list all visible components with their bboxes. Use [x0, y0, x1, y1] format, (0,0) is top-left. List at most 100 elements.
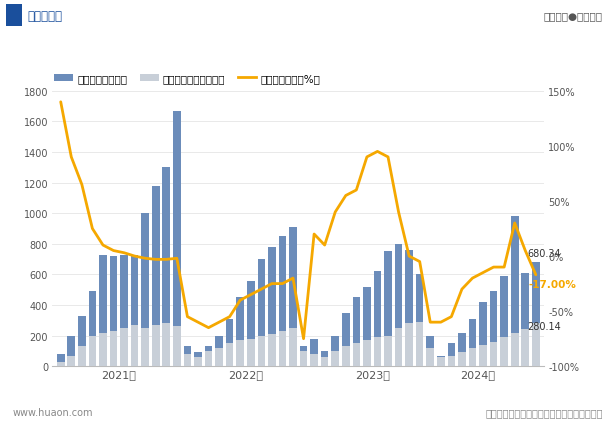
Text: -17.00%: -17.00% — [528, 279, 576, 289]
Legend: 商品住宅（万㎡）, 商品住宅现房（万㎡）, 商品住宅增速（%）: 商品住宅（万㎡）, 商品住宅现房（万㎡）, 商品住宅增速（%） — [54, 74, 320, 84]
Bar — [511, 217, 518, 366]
Bar — [89, 291, 96, 366]
Bar — [395, 244, 402, 366]
Bar — [268, 334, 276, 366]
Bar — [141, 214, 149, 366]
Bar — [331, 336, 339, 366]
Bar — [300, 346, 308, 366]
Bar — [141, 328, 149, 366]
Bar — [458, 333, 466, 366]
Bar — [416, 322, 424, 366]
Bar — [162, 324, 170, 366]
Bar — [279, 236, 286, 366]
Bar — [321, 357, 328, 366]
Bar — [215, 336, 223, 366]
Bar — [226, 319, 234, 366]
Bar — [131, 255, 138, 366]
Bar — [205, 351, 212, 366]
Bar — [532, 324, 539, 366]
Bar — [109, 331, 117, 366]
Bar — [68, 336, 75, 366]
Bar — [490, 342, 498, 366]
Bar — [152, 186, 159, 366]
Bar — [342, 346, 349, 366]
Bar — [311, 354, 318, 366]
Bar — [384, 252, 392, 366]
Bar — [300, 351, 308, 366]
Bar — [99, 333, 107, 366]
Bar — [437, 357, 445, 366]
Bar — [469, 348, 476, 366]
Bar — [78, 316, 85, 366]
Bar — [236, 340, 244, 366]
Bar — [321, 351, 328, 366]
Bar — [426, 336, 434, 366]
Bar — [311, 339, 318, 366]
Bar — [352, 343, 360, 366]
Bar — [258, 336, 265, 366]
Bar — [479, 345, 487, 366]
Bar — [458, 353, 466, 366]
Bar — [121, 328, 128, 366]
Bar — [131, 325, 138, 366]
Bar — [173, 327, 181, 366]
Bar — [363, 340, 371, 366]
Bar — [522, 273, 529, 366]
Bar — [405, 250, 413, 366]
Bar — [416, 275, 424, 366]
Bar — [57, 354, 65, 366]
Bar — [437, 356, 445, 366]
Bar — [490, 291, 498, 366]
Bar — [109, 256, 117, 366]
Bar — [532, 262, 539, 366]
Bar — [162, 168, 170, 366]
Bar — [501, 276, 508, 366]
Bar — [268, 247, 276, 366]
Text: 数据来源：国家统计局；华经产业研究院整理: 数据来源：国家统计局；华经产业研究院整理 — [485, 407, 603, 417]
Bar — [331, 351, 339, 366]
Bar — [511, 333, 518, 366]
Bar — [173, 112, 181, 366]
Bar — [289, 328, 297, 366]
Text: 280.14: 280.14 — [528, 322, 561, 332]
Bar — [395, 328, 402, 366]
Bar — [352, 298, 360, 366]
Bar — [152, 325, 159, 366]
Bar — [78, 346, 85, 366]
Bar — [258, 259, 265, 366]
Bar — [194, 353, 202, 366]
Bar — [215, 348, 223, 366]
Bar — [89, 336, 96, 366]
Bar — [184, 354, 191, 366]
Bar — [479, 302, 487, 366]
Bar — [184, 346, 191, 366]
Bar — [247, 339, 255, 366]
Text: 华经情报网: 华经情报网 — [28, 9, 63, 23]
Bar — [363, 287, 371, 366]
Bar — [374, 337, 381, 366]
Bar — [469, 319, 476, 366]
Bar — [121, 255, 128, 366]
Bar — [426, 348, 434, 366]
Bar — [405, 324, 413, 366]
Bar — [99, 255, 107, 366]
Bar — [226, 343, 234, 366]
Bar — [6, 5, 22, 27]
Bar — [236, 298, 244, 366]
Text: 专业严谨●客观科学: 专业严谨●客观科学 — [544, 11, 603, 21]
Bar — [342, 313, 349, 366]
Bar — [205, 346, 212, 366]
Bar — [374, 272, 381, 366]
Bar — [57, 362, 65, 366]
Bar — [448, 356, 455, 366]
Bar — [279, 331, 286, 366]
Bar — [501, 337, 508, 366]
Text: 680.34: 680.34 — [528, 248, 561, 259]
Bar — [448, 343, 455, 366]
Text: 2021-2024年10月吉林省房地产商品住宅及商品住宅现房销售面积: 2021-2024年10月吉林省房地产商品住宅及商品住宅现房销售面积 — [153, 41, 462, 57]
Bar — [247, 281, 255, 366]
Bar — [289, 227, 297, 366]
Bar — [194, 357, 202, 366]
Bar — [522, 330, 529, 366]
Bar — [68, 356, 75, 366]
